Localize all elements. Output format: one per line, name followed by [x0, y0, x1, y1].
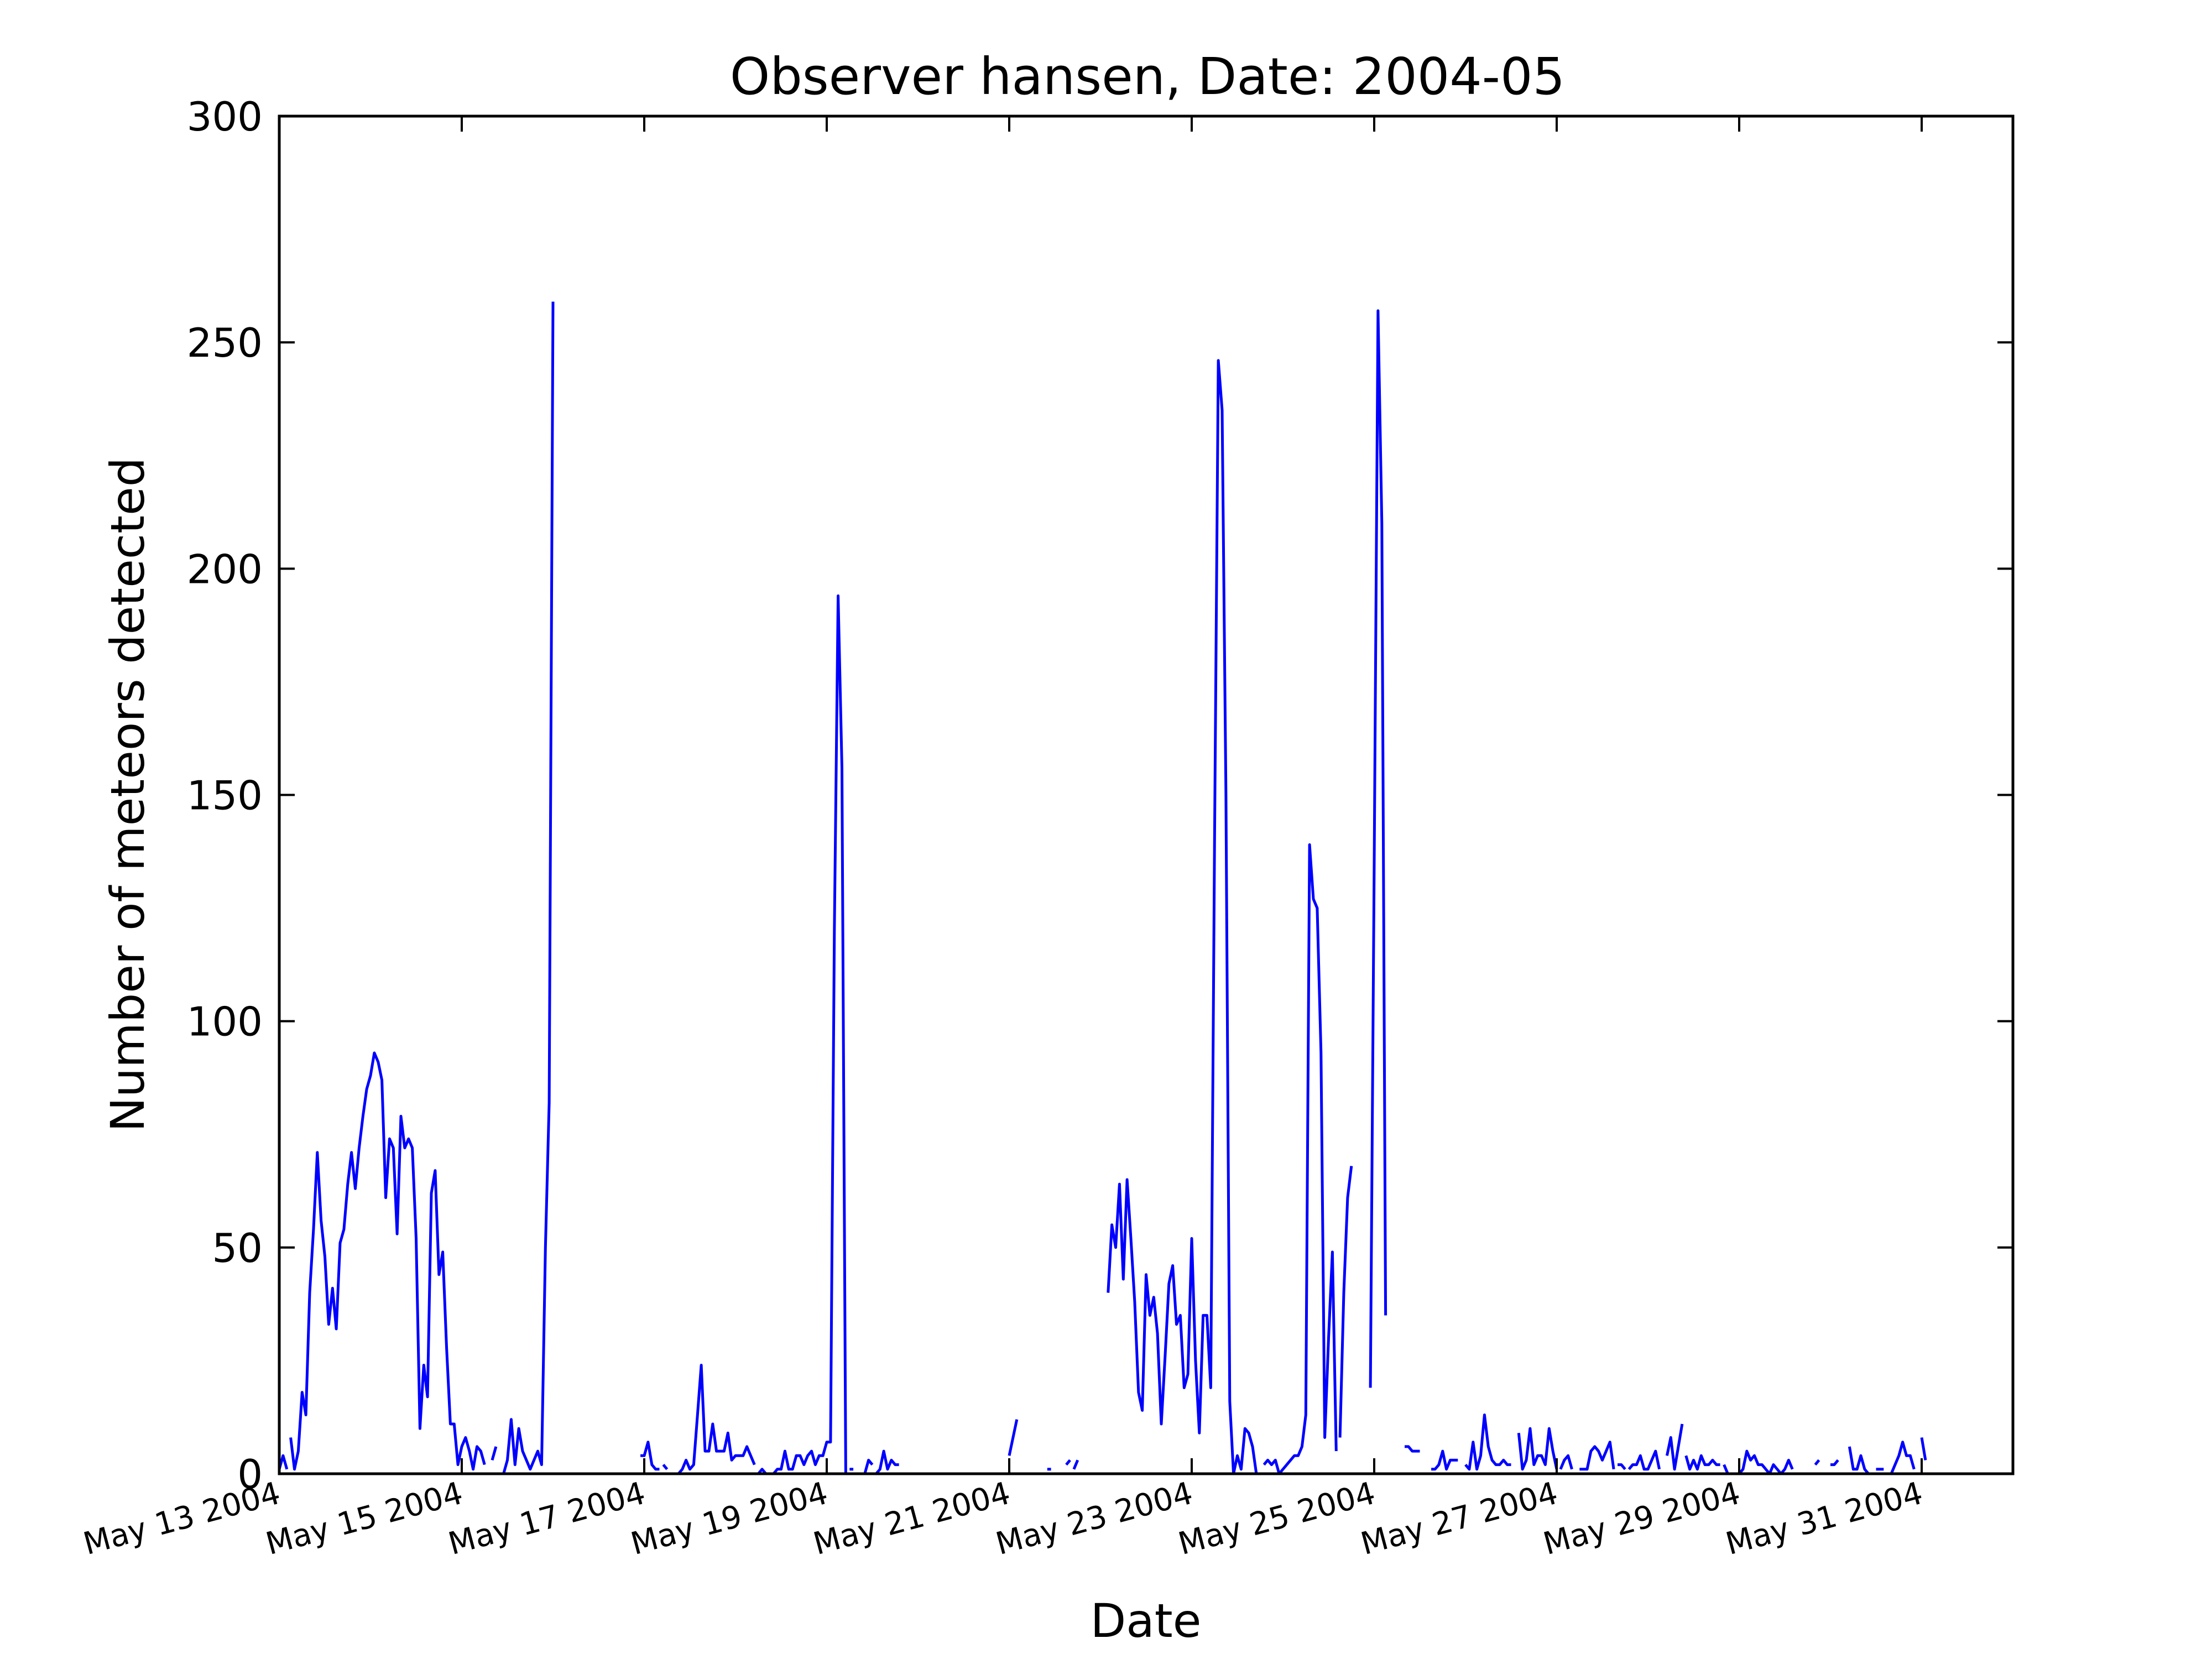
series-line-segment [289, 1051, 486, 1471]
series-line-segment [1920, 1437, 1927, 1460]
series-line-segment [1464, 1413, 1511, 1471]
series-line-segment [1665, 1423, 1684, 1471]
series-line-segment [1723, 1464, 1729, 1474]
series-line-segment [1890, 1441, 1916, 1474]
y-axis-label: Number of meteors detected [101, 457, 155, 1132]
series-line-segment [491, 1446, 498, 1461]
series-line-segment [1338, 1166, 1353, 1438]
chart-title: Observer hansen, Date: 2004-05 [730, 47, 1565, 106]
series-line-segment [502, 301, 555, 1474]
x-axis-label: Date [1091, 1594, 1202, 1648]
y-tick-label: 100 [187, 999, 263, 1045]
series-line-segment [875, 1449, 899, 1475]
series-line-segment [662, 1463, 669, 1470]
series-line-segment [1559, 1454, 1573, 1470]
series-line-segment [1684, 1454, 1720, 1471]
series-line-segment [1517, 1427, 1558, 1471]
series-line-segment [1262, 843, 1338, 1475]
series-line-segment [1814, 1459, 1820, 1466]
series-line-segment [757, 1468, 767, 1475]
series-line-segment [1431, 1449, 1458, 1471]
y-tick-label: 0 [237, 1451, 263, 1498]
series-line-segment [1008, 1419, 1019, 1456]
y-axis: 0 50 100 150 200 250 300 [187, 93, 2013, 1498]
y-tick-label: 300 [187, 93, 263, 140]
series-line-segment [1738, 1449, 1794, 1475]
series-line-segment [1065, 1459, 1071, 1466]
series-line-segment [675, 1364, 756, 1475]
series-line-segment [1627, 1449, 1661, 1471]
y-tick-label: 150 [187, 773, 263, 819]
series-line-segment [1405, 1445, 1420, 1453]
y-tick-label: 50 [212, 1225, 263, 1271]
series-line-segment [640, 1441, 660, 1471]
series-line-segment [1618, 1463, 1626, 1470]
series-line-segment [1579, 1441, 1615, 1471]
y-tick-label: 250 [187, 320, 263, 366]
series-line-segment [1830, 1459, 1839, 1467]
y-tick-label: 200 [187, 546, 263, 592]
series-line-segment [1107, 359, 1258, 1475]
series-line-segment [1369, 309, 1387, 1388]
series-line-segment [772, 594, 847, 1475]
series-line-segment [1848, 1446, 1870, 1475]
series-layer [278, 301, 1927, 1475]
series-line-segment [1072, 1459, 1079, 1470]
